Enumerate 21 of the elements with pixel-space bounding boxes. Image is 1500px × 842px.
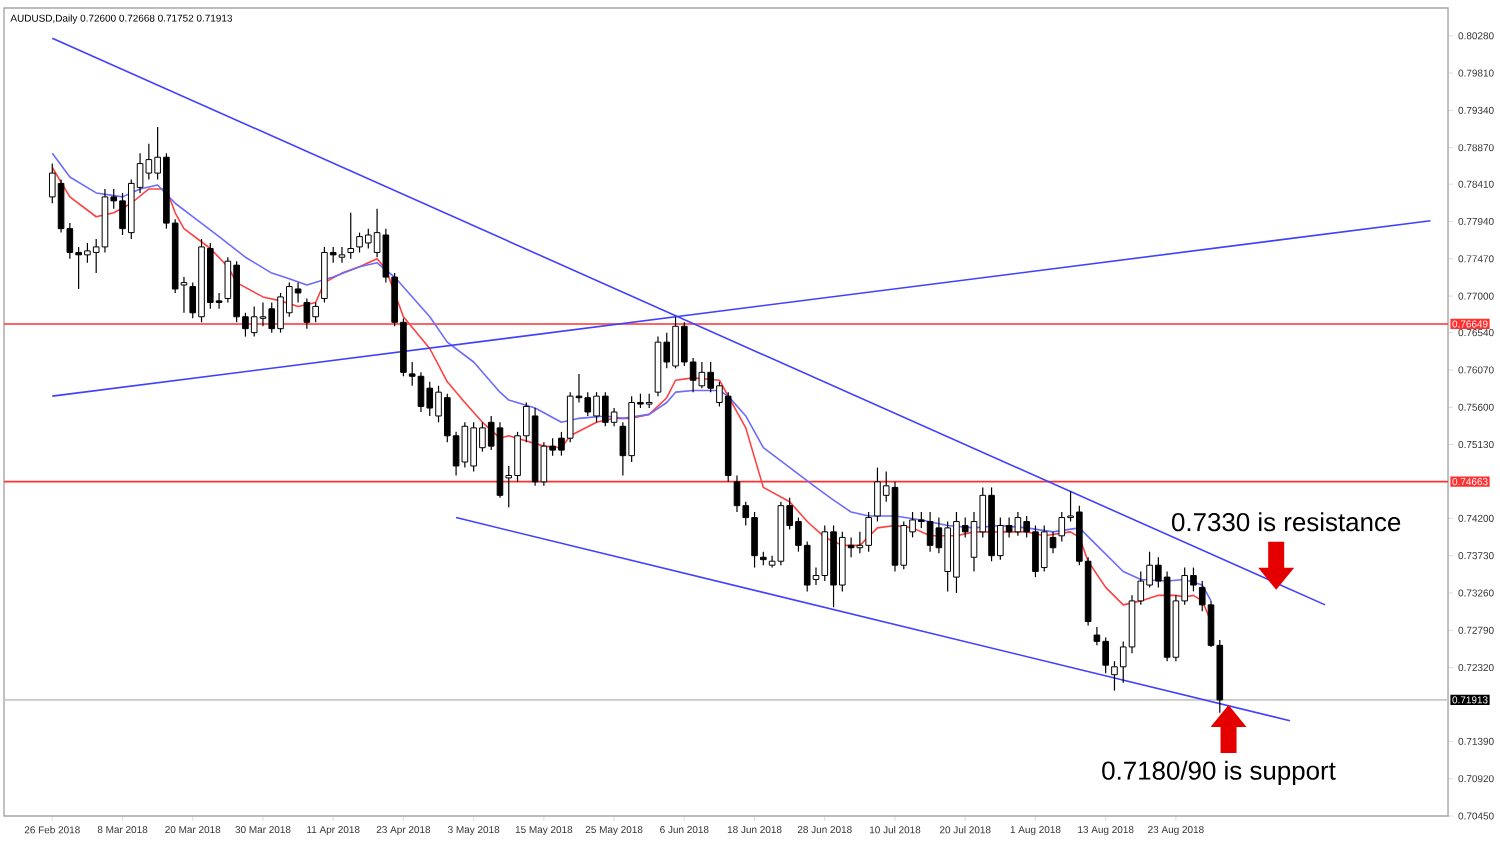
annotation: 0.7330 is resistance bbox=[1172, 512, 1401, 532]
candlestick bbox=[584, 391, 592, 417]
candlestick bbox=[1014, 511, 1022, 537]
candlestick bbox=[821, 524, 829, 582]
candlestick bbox=[426, 381, 434, 417]
candlestick bbox=[303, 297, 311, 330]
candlestick bbox=[338, 246, 346, 264]
candlestick bbox=[926, 511, 934, 553]
candlestick bbox=[733, 474, 741, 513]
candlestick bbox=[259, 301, 267, 327]
candlestick bbox=[566, 391, 574, 443]
candlestick bbox=[268, 301, 276, 334]
candlestick bbox=[347, 212, 355, 260]
candlestick bbox=[1058, 511, 1066, 542]
candlestick bbox=[698, 361, 706, 389]
candlestick bbox=[461, 421, 469, 469]
candlestick bbox=[1040, 524, 1048, 573]
candlestick bbox=[417, 371, 425, 413]
candlestick bbox=[145, 143, 153, 181]
candlestick bbox=[250, 305, 258, 338]
annotation: 0.7180/90 is support bbox=[1102, 760, 1336, 785]
